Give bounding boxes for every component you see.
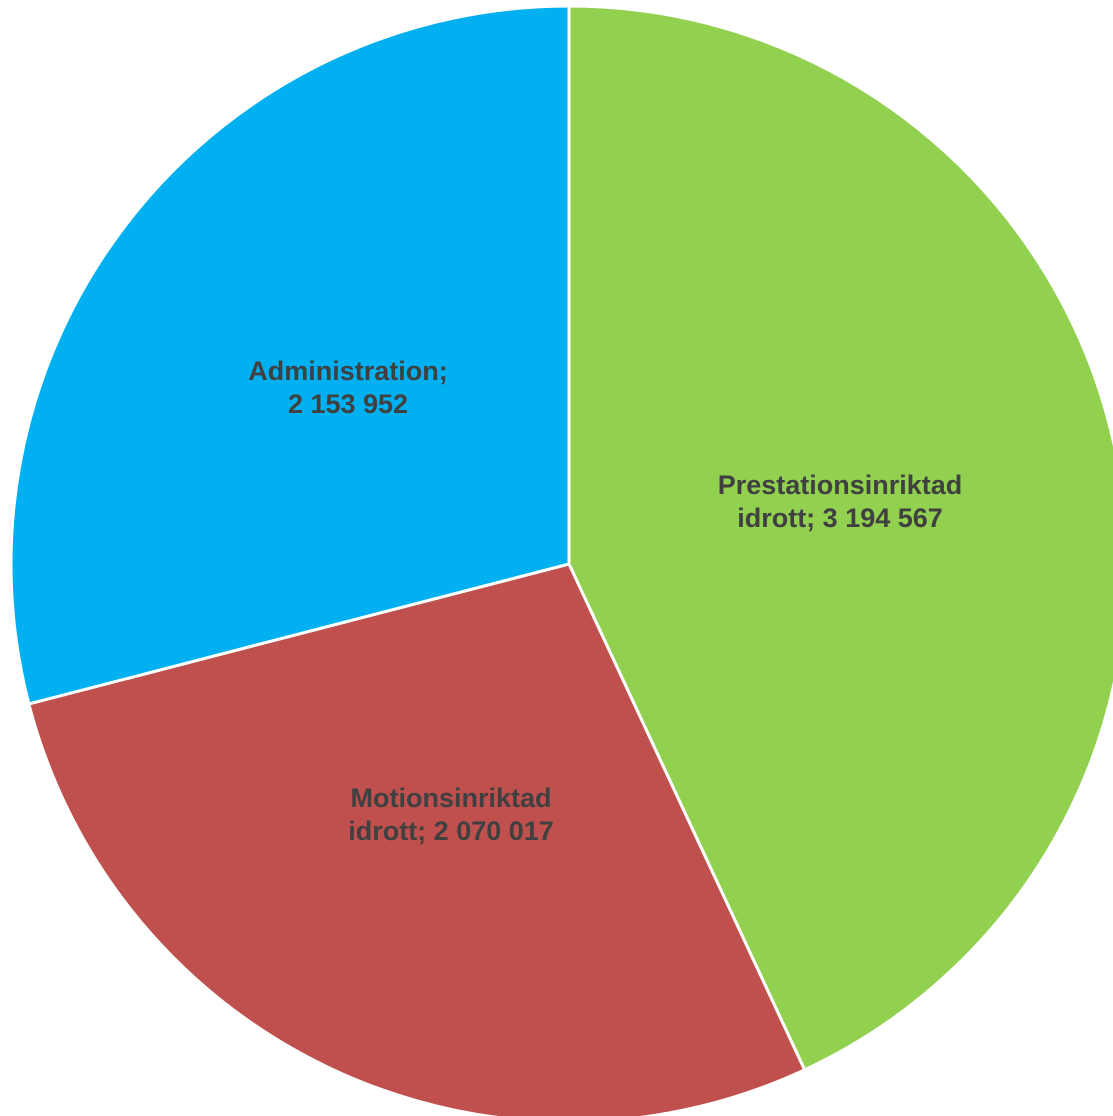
pie-slice-administration (9, 4, 571, 706)
pie-slice-motionsinriktad-idrott (27, 562, 807, 1116)
pie-labels: Prestationsinriktad idrott; 3 194 567 Moti… (248, 356, 962, 846)
pie-slice-prestationsinriktad-idrott (567, 4, 1113, 1072)
data-label-motionsinriktad-idrott: Motionsinriktad idrott; 2 070 017 (348, 783, 554, 846)
pie-slices (9, 4, 1113, 1116)
data-label-administration: Administration; 2 153 952 (248, 356, 448, 419)
data-label-prestationsinriktad-idrott: Prestationsinriktad idrott; 3 194 567 (718, 470, 963, 533)
